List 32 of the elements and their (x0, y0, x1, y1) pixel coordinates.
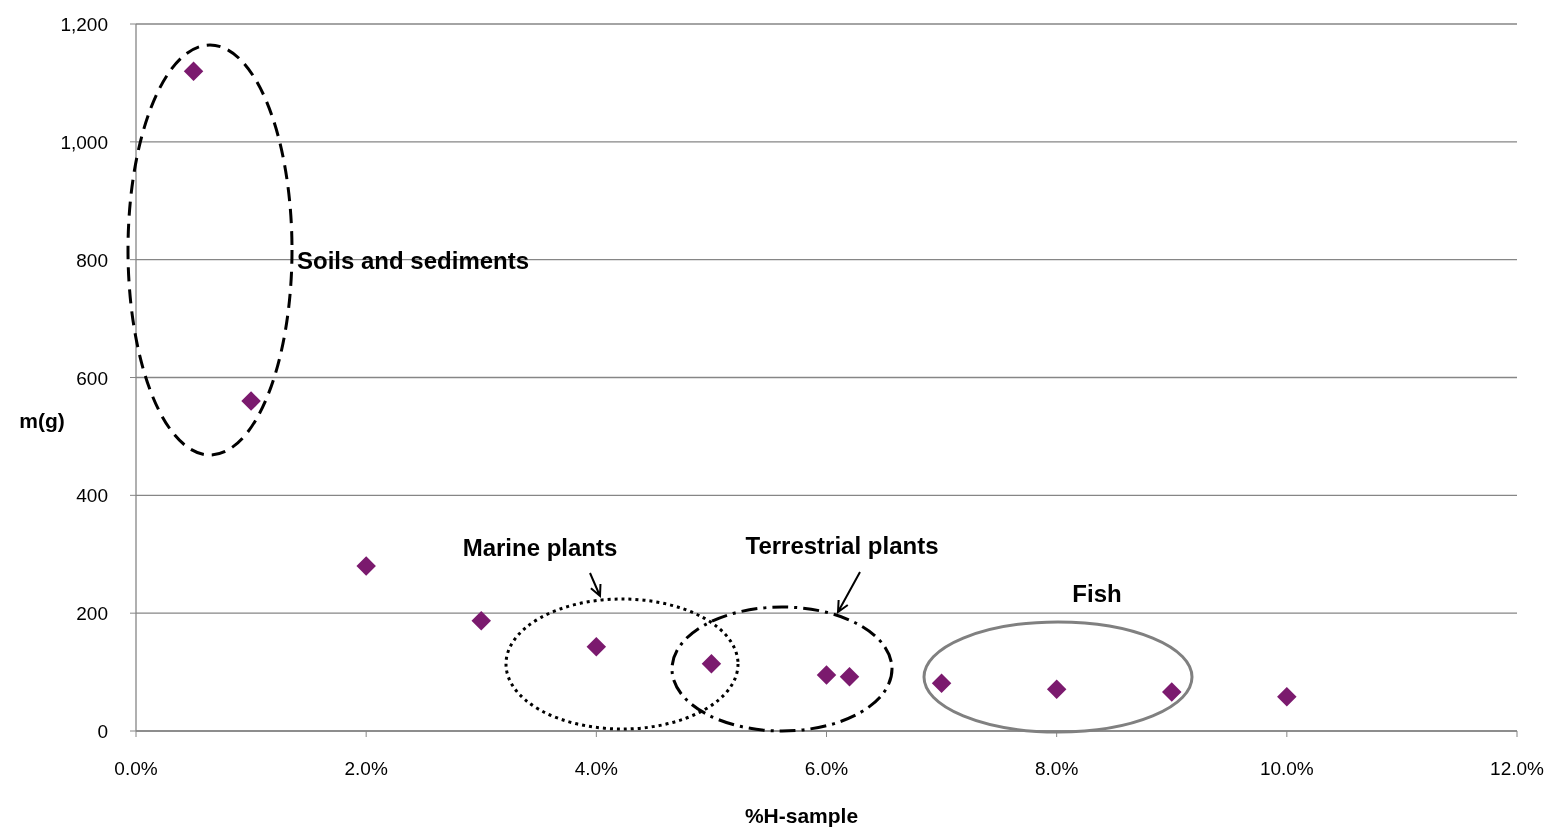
x-tick-label: 2.0% (344, 758, 388, 779)
point (1046, 679, 1067, 699)
y-tick-label: 0 (97, 721, 108, 742)
annotation: Terrestrial plants (745, 532, 939, 559)
x-tick-label: 4.0% (574, 758, 619, 779)
y-tick-label: 400 (76, 485, 108, 507)
x-tick-label: 6.0% (804, 758, 849, 779)
x-tick-label: 8.0% (1035, 758, 1079, 779)
point (701, 654, 722, 674)
y-tick-label: 600 (76, 367, 108, 389)
y-tick-label: 1,000 (60, 131, 108, 153)
point (1162, 682, 1182, 702)
x-tick-label: 10.0% (1259, 758, 1314, 779)
annotation: Fish (1072, 580, 1122, 607)
x-tick-label: 12.0% (1490, 758, 1545, 779)
point (839, 667, 860, 687)
y-tick-label: 800 (76, 249, 108, 271)
annotation: Soils and sediments (297, 247, 530, 274)
point (241, 391, 261, 411)
y-tick-label: 200 (76, 603, 108, 625)
point (183, 61, 204, 81)
annotation: Marine plants (462, 534, 618, 561)
point (471, 611, 491, 631)
y-tick-label: 1,200 (60, 14, 108, 35)
x-tick-label: 0.0% (114, 758, 158, 779)
x-axis-title: %H-sample (744, 804, 859, 827)
point (931, 673, 952, 694)
point (1277, 687, 1297, 707)
point (586, 637, 607, 657)
point (816, 665, 837, 685)
point (356, 556, 376, 576)
y-axis-title: m(g) (19, 409, 65, 432)
